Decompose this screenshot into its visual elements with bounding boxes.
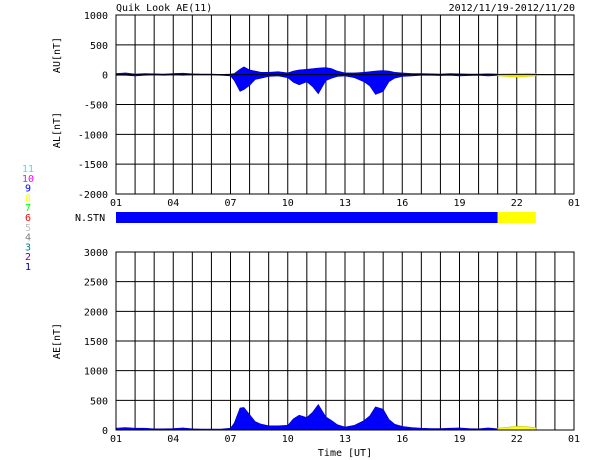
- station-legend-item: 8: [25, 193, 31, 204]
- y-tick-label: 2000: [84, 307, 108, 318]
- x-tick-label: 22: [511, 434, 523, 445]
- ae-series-2: [497, 426, 537, 431]
- station-count-bar: [116, 212, 536, 223]
- y-tick-label: -1000: [78, 130, 108, 141]
- y-tick-label: 1000: [84, 11, 108, 22]
- x-tick-label: 10: [282, 198, 294, 209]
- station-legend-item: 1: [25, 262, 31, 273]
- x-tick-label: 07: [224, 434, 236, 445]
- au-axis-label: AU[nT]: [52, 37, 63, 73]
- date-range: 2012/11/19-2012/11/20: [449, 3, 575, 14]
- y-tick-label: 1500: [84, 337, 108, 348]
- y-tick-label: 0: [102, 71, 108, 82]
- x-tick-label: 01: [110, 198, 122, 209]
- station-legend-item: 7: [25, 203, 31, 214]
- station-segment-1: [116, 212, 498, 223]
- stations-label: N.STN: [75, 213, 105, 224]
- y-tick-label: 1000: [84, 367, 108, 378]
- y-tick-label: 2500: [84, 278, 108, 289]
- al-axis-label: AL[nT]: [52, 112, 63, 148]
- x-tick-label: 16: [396, 198, 408, 209]
- x-tick-label: 19: [453, 198, 465, 209]
- y-tick-label: -2000: [78, 190, 108, 201]
- ae-series-1: [115, 403, 498, 431]
- x-tick-label: 04: [167, 198, 179, 209]
- y-tick-label: -1500: [78, 160, 108, 171]
- time-axis-label: Time [UT]: [318, 448, 372, 459]
- station-legend-item: 2: [25, 252, 31, 263]
- y-tick-label: 500: [90, 396, 108, 407]
- y-tick-label: 500: [90, 41, 108, 52]
- station-legend-item: 4: [25, 233, 31, 244]
- station-legend-item: 9: [25, 184, 31, 195]
- x-tick-label: 01: [110, 434, 122, 445]
- station-segment-2: [497, 212, 536, 223]
- station-legend-item: 3: [25, 242, 31, 253]
- x-tick-label: 13: [339, 198, 351, 209]
- station-legend-item: 10: [22, 174, 34, 185]
- plot-frame: [115, 14, 575, 195]
- x-tick-label: 04: [167, 434, 179, 445]
- y-tick-label: 0: [102, 426, 108, 437]
- y-tick-label: 3000: [84, 248, 108, 259]
- x-tick-label: 07: [224, 198, 236, 209]
- ae-axis-label: AE[nT]: [52, 323, 63, 359]
- plot-frame: [115, 251, 575, 431]
- chart-title: Quik Look AE(11): [116, 3, 212, 14]
- x-tick-label: 10: [282, 434, 294, 445]
- x-tick-label: 13: [339, 434, 351, 445]
- x-tick-label: 01: [568, 198, 580, 209]
- x-tick-label: 19: [453, 434, 465, 445]
- station-legend-item: 11: [22, 164, 34, 175]
- station-legend-item: 5: [25, 223, 31, 234]
- x-tick-label: 16: [396, 434, 408, 445]
- station-legend-item: 6: [25, 213, 31, 224]
- y-tick-label: -500: [84, 101, 108, 112]
- x-tick-label: 01: [568, 434, 580, 445]
- x-tick-label: 22: [511, 198, 523, 209]
